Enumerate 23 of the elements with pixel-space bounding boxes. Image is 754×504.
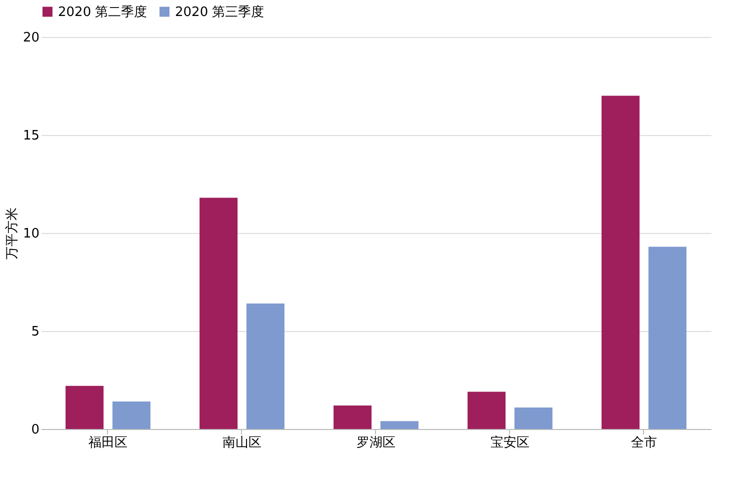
- y-tick-label: 20: [22, 30, 40, 46]
- bar: [514, 407, 552, 429]
- bar: [334, 405, 372, 429]
- x-tick-label: 南山区: [222, 436, 262, 450]
- x-tick-label: 福田区: [88, 436, 128, 450]
- bar: [112, 402, 150, 429]
- bar: [602, 96, 640, 429]
- y-tick-label: 15: [22, 128, 40, 144]
- bar: [648, 246, 686, 429]
- legend-label: 2020 第三季度: [175, 4, 264, 20]
- y-axis-title: 万平方米: [4, 208, 20, 260]
- bar: [200, 198, 238, 429]
- x-tick-label: 宝安区: [490, 434, 530, 450]
- legend-label: 2020 第二季度: [58, 4, 148, 20]
- bar: [380, 421, 418, 429]
- bar: [66, 386, 104, 429]
- y-tick-label: 0: [31, 422, 40, 438]
- x-tick-label: 全市: [631, 436, 657, 450]
- bar: [246, 304, 284, 429]
- y-tick-label: 5: [31, 324, 40, 340]
- bar: [468, 392, 506, 429]
- x-tick-label: 罗湖区: [356, 436, 396, 450]
- y-tick-label: 10: [22, 226, 40, 242]
